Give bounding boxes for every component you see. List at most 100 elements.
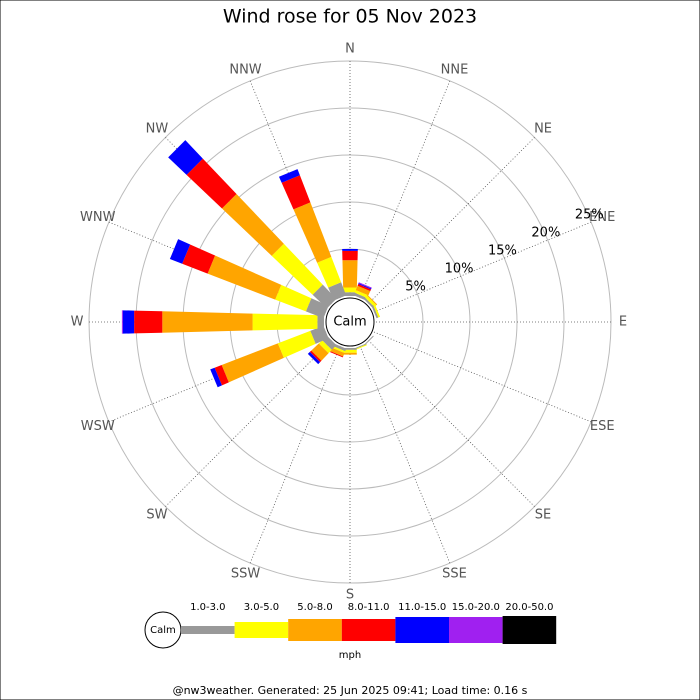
wind-segment	[342, 250, 358, 261]
wind-segment	[354, 290, 369, 298]
legend-swatch	[502, 616, 557, 644]
direction-label: N	[345, 42, 355, 57]
wind-segment	[366, 294, 378, 306]
wind-segment	[331, 346, 346, 353]
legend-label: 1.0-3.0	[190, 602, 225, 613]
wind-segment	[305, 298, 329, 319]
wind-segment	[330, 347, 345, 357]
wind-segment	[363, 297, 375, 309]
wind-segment	[221, 343, 284, 383]
wind-segment	[214, 365, 229, 386]
wind-segment	[293, 202, 332, 263]
wind-segment	[312, 284, 337, 309]
spoke	[373, 221, 592, 313]
wind-segment	[252, 313, 318, 331]
wind-segment	[342, 249, 358, 251]
wind-segment	[354, 344, 367, 351]
r-tick-label: 5%	[405, 279, 426, 294]
wind-segment	[186, 158, 237, 209]
wind-segment	[371, 305, 379, 319]
legend-swatch	[395, 617, 449, 643]
r-tick-label: 20%	[531, 225, 560, 240]
wind-segment	[343, 349, 357, 353]
spoke	[373, 331, 592, 423]
wind-segment	[364, 295, 377, 308]
wind-segment	[373, 304, 381, 318]
spoke	[368, 137, 535, 304]
legend-swatch	[181, 626, 235, 634]
calm-circle	[325, 297, 375, 347]
direction-label: E	[619, 315, 627, 330]
direction-label: SW	[146, 508, 167, 523]
direction-label: NE	[534, 121, 552, 136]
legend-label: 8.0-11.0	[348, 602, 390, 613]
wind-segment	[343, 352, 357, 355]
legend-swatch	[234, 622, 289, 638]
r-tick-label: 10%	[445, 261, 474, 276]
wind-segment	[134, 310, 163, 334]
direction-label: SSW	[231, 567, 261, 582]
direction-label: NNE	[441, 62, 469, 77]
wind-segment	[162, 311, 253, 333]
legend-label: 20.0-50.0	[505, 602, 553, 613]
chart-title: Wind rose for 05 Nov 2023	[223, 6, 477, 28]
legend-swatch	[449, 617, 503, 643]
wind-segment	[343, 287, 357, 293]
direction-label: WNW	[80, 210, 116, 225]
r-tick-label: 15%	[488, 243, 517, 258]
direction-label: NW	[146, 121, 169, 136]
direction-label: SSE	[442, 567, 467, 582]
direction-label: SE	[535, 508, 551, 523]
spoke	[359, 80, 451, 299]
wind-segment	[278, 169, 300, 183]
legend-swatch	[341, 619, 396, 641]
spoke	[165, 340, 332, 507]
direction-label: NNW	[229, 62, 261, 77]
wind-segment	[353, 292, 368, 301]
legend-swatch	[288, 619, 342, 641]
wind-segment	[271, 243, 323, 295]
direction-label: ESE	[590, 419, 615, 434]
calm-label: Calm	[333, 315, 366, 330]
wind-segment	[353, 343, 367, 350]
wind-segment	[317, 256, 342, 288]
wind-segment	[281, 175, 311, 210]
wind-segment	[317, 315, 324, 329]
direction-label: ENE	[589, 210, 615, 225]
spoke	[359, 345, 451, 564]
wind-segment	[121, 310, 123, 334]
wind-segment	[168, 140, 203, 175]
footer: @nw3weather. Generated: 25 Jun 2025 09:4…	[173, 684, 528, 697]
wind-segment	[342, 260, 358, 288]
r-tick-label: 25%	[575, 207, 604, 222]
wind-segment	[363, 335, 374, 346]
wind-segment	[358, 282, 372, 289]
wind-segment	[328, 282, 347, 301]
direction-label: S	[346, 588, 354, 603]
wind-segment	[311, 343, 329, 361]
wind-segment	[358, 283, 372, 290]
wind-segment	[332, 343, 347, 352]
direction-label: W	[71, 315, 84, 330]
wind-segment	[275, 284, 312, 312]
wind-segment	[343, 292, 357, 296]
wind-segment	[210, 367, 222, 388]
wind-segment	[343, 348, 357, 350]
wind-segment	[357, 284, 372, 292]
legend-unit: mph	[339, 650, 361, 661]
wind-segment	[330, 351, 344, 358]
wind-segment	[307, 351, 321, 365]
wind-segment	[122, 310, 135, 334]
wind-segment	[310, 325, 329, 344]
legend-label: 15.0-20.0	[452, 602, 500, 613]
legend-label: 5.0-8.0	[297, 602, 332, 613]
wind-segment	[182, 244, 216, 274]
direction-label: WSW	[81, 419, 115, 434]
wind-segment	[309, 350, 322, 363]
legend-calm-label: Calm	[150, 625, 176, 636]
spoke	[368, 340, 535, 507]
spoke	[249, 345, 341, 564]
wind-segment	[169, 239, 191, 264]
legend-label: 11.0-15.0	[398, 602, 446, 613]
